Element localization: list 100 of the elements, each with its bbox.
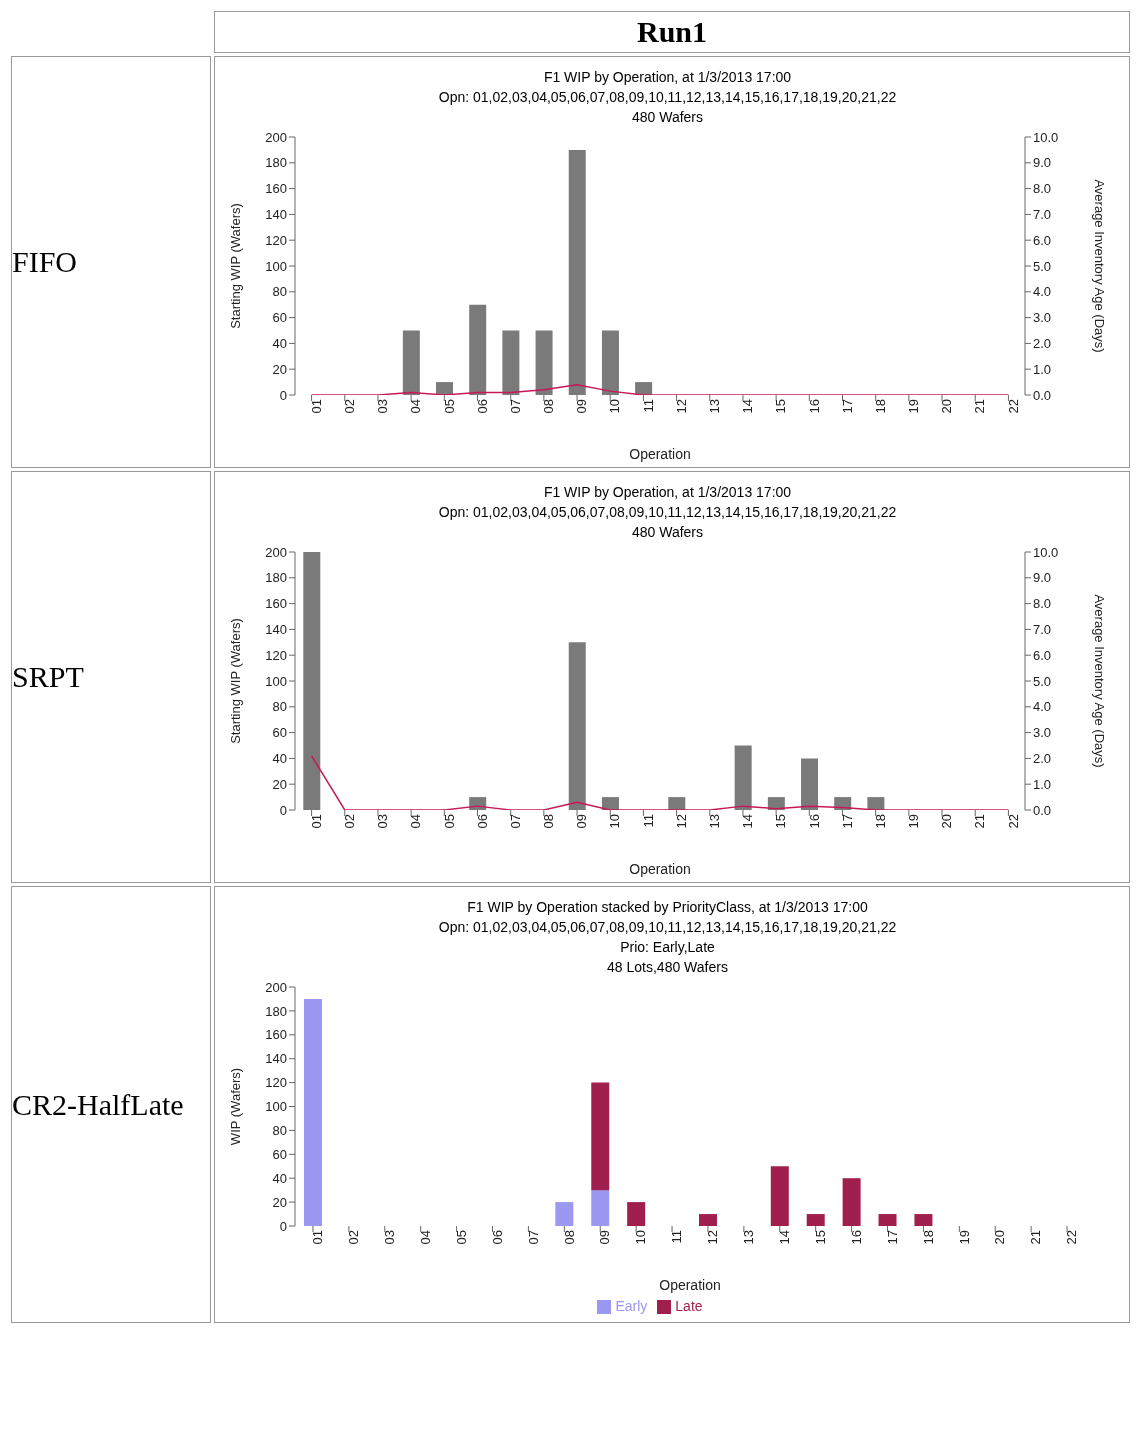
x-tick-label: 21: [972, 399, 988, 414]
x-tick-label: 02: [342, 814, 357, 829]
y2-tick-label: 1.0: [1033, 776, 1052, 792]
x-tick-label: 17: [884, 1230, 900, 1245]
y2-tick-label: 5.0: [1033, 258, 1052, 274]
chart-title: F1 WIP by Operation stacked by PriorityClass, at 1/3/2013 17:00: [466, 898, 869, 917]
x-tick-label: 09: [574, 814, 590, 829]
y-tick-label: 160: [265, 181, 287, 197]
y2-tick-label: 10.0: [1033, 544, 1059, 560]
bar: [767, 797, 785, 810]
x-tick-label: 11: [640, 399, 656, 413]
x-tick-label: 20: [992, 1230, 1008, 1245]
bar: [591, 1082, 610, 1191]
x-tick-label: 06: [474, 814, 490, 829]
y2-tick-label: 6.0: [1033, 647, 1052, 663]
bar: [601, 330, 619, 395]
bar: [568, 149, 586, 395]
y-tick-label: 100: [265, 1099, 287, 1115]
x-tick-label: 16: [848, 1230, 864, 1245]
bar: [627, 1202, 646, 1226]
y-axis-title: WIP (Wafers): [227, 1067, 243, 1146]
x-tick-label: 19: [906, 399, 922, 414]
y-tick-label: 100: [265, 673, 287, 689]
y2-tick-label: 3.0: [1033, 725, 1052, 741]
x-tick-label: 05: [453, 1230, 469, 1245]
chart-title: F1 WIP by Operation, at 1/3/2013 17:00: [542, 68, 793, 87]
y-tick-label: 80: [272, 699, 287, 715]
y2-tick-label: 3.0: [1033, 310, 1052, 326]
bar: [601, 797, 619, 810]
x-tick-label: 02: [346, 1230, 362, 1245]
x-tick-label: 14: [777, 1230, 792, 1245]
x-tick-label: 14: [740, 399, 756, 414]
y-axis-title: Starting WIP (Wafers): [227, 203, 243, 329]
x-tick-label: 03: [375, 399, 391, 414]
bar: [469, 304, 487, 395]
y-tick-label: 0: [279, 1218, 287, 1234]
x-tick-label: 12: [705, 1230, 721, 1245]
chart-subtitle: Opn: 01,02,03,04,05,06,07,08,09,10,11,12,13,14,15,16,17,18,19,20,21,22 480 Wafers: [437, 88, 898, 127]
x-tick-label: 07: [507, 399, 523, 414]
bar: [842, 1178, 861, 1226]
y2-tick-label: 9.0: [1033, 570, 1052, 586]
bar: [568, 642, 586, 810]
x-axis-title: Operation: [629, 446, 691, 462]
x-tick-label: 18: [872, 814, 888, 829]
y2-tick-label: 9.0: [1033, 155, 1052, 171]
y-tick-label: 200: [265, 544, 287, 560]
bar: [668, 797, 686, 810]
x-tick-label: 09: [597, 1230, 613, 1245]
y-tick-label: 20: [272, 1194, 287, 1210]
x-tick-label: 19: [906, 814, 922, 829]
x-tick-label: 13: [707, 814, 722, 829]
x-axis-title: Operation: [629, 861, 691, 877]
x-tick-label: 18: [872, 399, 888, 414]
y2-tick-label: 8.0: [1033, 596, 1052, 612]
y-tick-label: 120: [265, 647, 287, 663]
y-tick-label: 180: [265, 1003, 287, 1019]
bar: [436, 382, 454, 395]
y2-tick-label: 0.0: [1033, 802, 1052, 818]
y-tick-label: 140: [265, 207, 287, 223]
y-tick-label: 200: [265, 129, 287, 145]
bar: [698, 1214, 717, 1226]
x-tick-label: 10: [633, 1230, 649, 1245]
x-tick-label: 06: [489, 1230, 505, 1245]
y-tick-label: 60: [272, 1146, 287, 1162]
y-tick-label: 160: [265, 596, 287, 612]
bar: [734, 745, 752, 810]
y2-tick-label: 7.0: [1033, 622, 1052, 638]
x-tick-label: 01: [308, 399, 324, 414]
y-tick-label: 180: [265, 155, 287, 171]
x-tick-label: 15: [773, 814, 789, 829]
x-tick-label: 07: [525, 1230, 541, 1245]
bar: [806, 1214, 825, 1226]
x-tick-label: 13: [707, 399, 722, 414]
bar: [801, 758, 819, 810]
line-series: [310, 755, 1010, 810]
bar: [878, 1214, 897, 1226]
bar: [591, 1190, 610, 1226]
y-tick-label: 180: [265, 570, 287, 586]
x-tick-label: 12: [673, 814, 689, 829]
y-axis-title: Starting WIP (Wafers): [227, 618, 243, 744]
x-tick-label: 01: [310, 1230, 326, 1245]
text: SRPT: [11, 471, 211, 883]
x-axis-title: Operation: [659, 1277, 721, 1293]
line-series: [310, 383, 1010, 395]
chart-subtitle: Opn: 01,02,03,04,05,06,07,08,09,10,11,12,13,14,15,16,17,18,19,20,21,22 Prio: Early,Late 48 Lots,480 Wafers: [437, 918, 898, 977]
y2-tick-label: 8.0: [1033, 181, 1052, 197]
x-tick-label: 17: [839, 814, 855, 829]
x-tick-label: 04: [408, 814, 424, 829]
x-tick-label: 04: [417, 1230, 433, 1245]
x-tick-label: 17: [839, 399, 855, 414]
x-tick-label: 20: [939, 399, 955, 414]
y2-tick-label: 4.0: [1033, 284, 1052, 300]
x-tick-label: 21: [1028, 1230, 1044, 1245]
x-tick-label: 19: [956, 1230, 972, 1245]
x-tick-label: 16: [806, 814, 822, 829]
chart-subtitle: Opn: 01,02,03,04,05,06,07,08,09,10,11,12,13,14,15,16,17,18,19,20,21,22 480 Wafers: [437, 503, 898, 542]
x-tick-label: 04: [408, 399, 424, 414]
chart-title: F1 WIP by Operation, at 1/3/2013 17:00: [542, 483, 793, 502]
x-tick-label: 02: [342, 399, 357, 414]
bar: [303, 998, 322, 1226]
